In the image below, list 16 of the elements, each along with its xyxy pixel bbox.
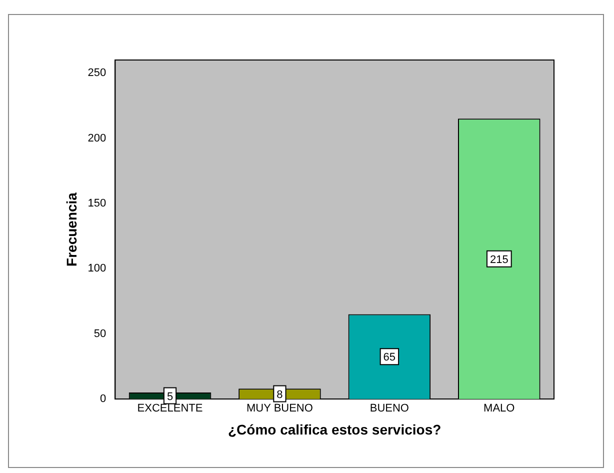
- y-tick-label: 250: [88, 67, 106, 80]
- y-tick-label: 0: [100, 393, 106, 406]
- x-tick-label: BUENO: [370, 402, 410, 415]
- y-tick-label: 50: [94, 328, 106, 340]
- x-tick-label: MALO: [484, 402, 516, 415]
- data-label: 5: [166, 390, 174, 403]
- x-tick-label: EXCELENTE: [137, 402, 203, 415]
- y-axis-title: Frecuencia: [63, 192, 80, 266]
- x-tick-label: MUY BUENO: [246, 402, 314, 415]
- y-tick-label: 100: [88, 262, 106, 275]
- data-label: 8: [276, 388, 283, 401]
- x-axis-title: ¿Cómo califica estos servicios?: [228, 421, 442, 438]
- data-label: 65: [383, 352, 396, 364]
- data-label: 215: [490, 254, 508, 266]
- y-tick-label: 150: [88, 197, 106, 210]
- y-tick-label: 200: [88, 132, 106, 144]
